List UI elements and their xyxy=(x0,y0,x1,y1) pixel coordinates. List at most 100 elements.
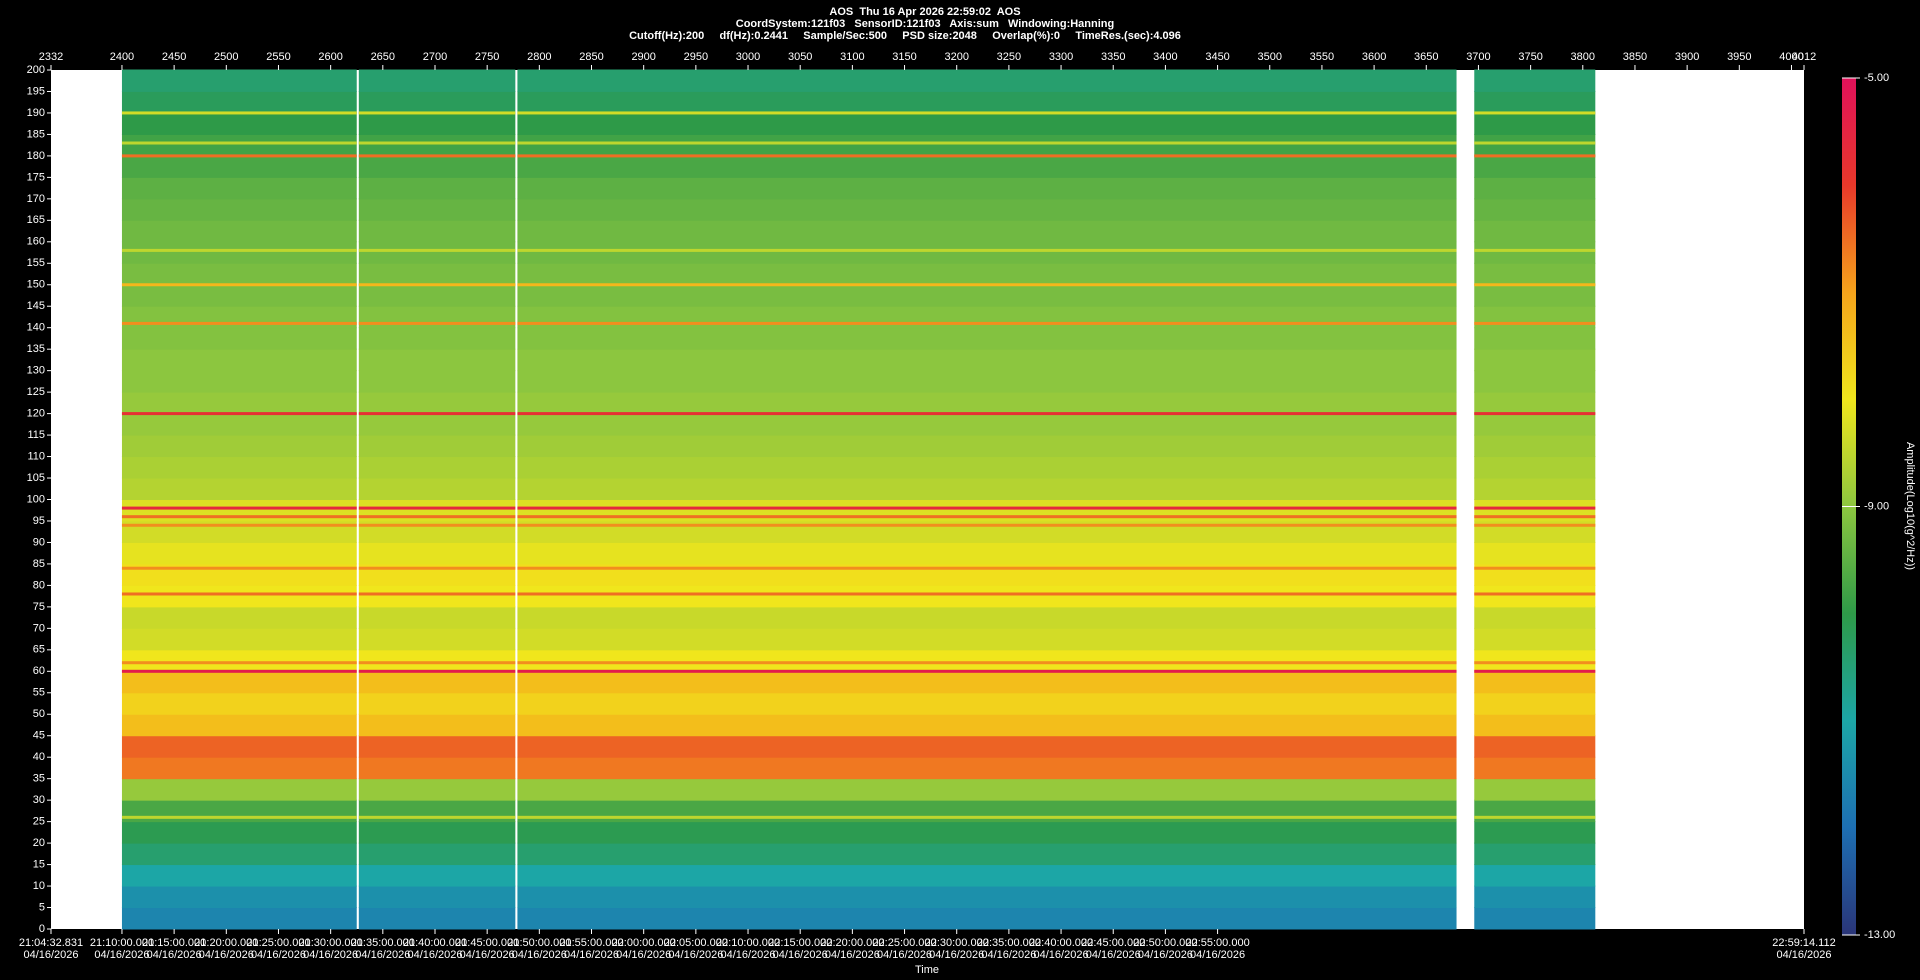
time-tick-label: 22:45:00.000 xyxy=(1081,937,1145,949)
spectrum-band xyxy=(517,778,1457,801)
y-tick-label: 65 xyxy=(33,644,45,656)
spectrum-band xyxy=(358,692,516,715)
time-tick-label: 21:04:32.831 xyxy=(19,937,83,949)
tonal-line xyxy=(358,566,516,570)
spectrum-band xyxy=(121,606,357,629)
y-tick-label: 55 xyxy=(33,687,45,699)
tonal-line xyxy=(1474,523,1596,527)
y-tick-label: 135 xyxy=(27,343,45,355)
time-tick-label: 21:50:00.000 xyxy=(507,937,571,949)
spectrum-band xyxy=(517,713,1457,737)
spectrum-band xyxy=(358,541,516,565)
spectrum-band xyxy=(358,735,516,758)
spectrum-band xyxy=(1474,370,1596,393)
time-tick-date: 04/16/2026 xyxy=(407,949,462,961)
spectrum-band xyxy=(358,713,516,737)
spectrum-band xyxy=(517,670,1457,694)
spectrum-band xyxy=(121,219,357,243)
spectrum-band xyxy=(121,670,357,694)
spectrum-band xyxy=(121,370,357,393)
tonal-line xyxy=(1474,111,1596,115)
spectrum-band xyxy=(121,434,357,458)
tonal-line xyxy=(1474,141,1596,145)
x-tick-label: 3850 xyxy=(1623,51,1647,63)
tonal-line xyxy=(517,248,1457,252)
tonal-line xyxy=(1474,815,1596,819)
x-tick-label: 2650 xyxy=(371,51,395,63)
spectrum-band xyxy=(121,348,357,372)
spectrum-band xyxy=(1474,649,1596,672)
spectrum-band xyxy=(517,133,1457,157)
spectrum-band xyxy=(517,477,1457,500)
tonal-line xyxy=(517,566,1457,570)
time-tick-label: 22:55:00.000 xyxy=(1185,937,1249,949)
spectrum-band xyxy=(358,327,516,350)
time-tick-date: 04/16/2026 xyxy=(460,949,515,961)
x-tick-label: 3300 xyxy=(1049,51,1073,63)
x-tick-label: 3950 xyxy=(1727,51,1751,63)
spectrum-band xyxy=(121,262,357,286)
tonal-line xyxy=(1474,412,1596,416)
y-tick-label: 10 xyxy=(33,880,45,892)
time-tick-date: 04/16/2026 xyxy=(1086,949,1141,961)
x-tick-label: 2450 xyxy=(162,51,186,63)
time-tick-date: 04/16/2026 xyxy=(1190,949,1245,961)
y-tick-label: 130 xyxy=(27,365,45,377)
spectrum-band xyxy=(358,456,516,479)
y-tick-label: 190 xyxy=(27,107,45,119)
spectrum-band xyxy=(517,434,1457,458)
tonal-line xyxy=(1474,248,1596,252)
spectrum-band xyxy=(121,541,357,565)
y-tick-label: 80 xyxy=(33,579,45,591)
time-tick-date: 04/16/2026 xyxy=(199,949,254,961)
time-tick-date: 04/16/2026 xyxy=(303,949,358,961)
spectrum-band xyxy=(121,756,357,780)
time-tick-label: 22:25:00.000 xyxy=(872,937,936,949)
spectrum-band xyxy=(121,241,357,264)
spectrum-band xyxy=(517,413,1457,436)
spectrum-band xyxy=(358,219,516,243)
y-tick-label: 120 xyxy=(27,408,45,420)
y-tick-label: 170 xyxy=(27,193,45,205)
spectrum-band xyxy=(121,198,357,221)
spectrum-band xyxy=(358,778,516,801)
spectrum-band xyxy=(358,198,516,221)
x-tick-label: 3750 xyxy=(1518,51,1542,63)
tonal-line xyxy=(121,523,357,527)
spectrum-band xyxy=(1474,327,1596,350)
time-tick-date: 04/16/2026 xyxy=(512,949,567,961)
tonal-line xyxy=(358,321,516,325)
y-tick-label: 115 xyxy=(27,429,45,441)
chart-title: AOS Thu 16 Apr 2026 22:59:02 AOS xyxy=(829,6,1020,18)
spectrum-band xyxy=(1474,348,1596,372)
spectrum-band xyxy=(121,735,357,758)
time-tick-label: 22:40:00.000 xyxy=(1029,937,1093,949)
spectrum-band xyxy=(517,219,1457,243)
spectrum-band xyxy=(358,627,516,651)
time-tick-date: 04/16/2026 xyxy=(720,949,775,961)
spectrum-band xyxy=(358,584,516,608)
colorbar-tick-label: -13.00 xyxy=(1864,929,1895,941)
tonal-line xyxy=(121,141,357,145)
x-tick-label: 2600 xyxy=(318,51,342,63)
tonal-line xyxy=(121,154,357,158)
time-tick-label: 22:30:00.000 xyxy=(925,937,989,949)
x-tick-label: 2400 xyxy=(110,51,134,63)
tonal-line xyxy=(358,141,516,145)
y-tick-label: 0 xyxy=(39,923,45,935)
time-tick-label: 21:55:00.000 xyxy=(559,937,623,949)
tonal-line xyxy=(517,661,1457,665)
spectrum-band xyxy=(517,391,1457,415)
spectrum-band xyxy=(121,133,357,157)
spectrum-band xyxy=(1474,155,1596,178)
tonal-line xyxy=(517,111,1457,115)
x-tick-label: 3800 xyxy=(1571,51,1595,63)
tonal-line xyxy=(358,669,516,673)
spectrum-band xyxy=(358,90,516,114)
time-tick-label: 22:10:00.000 xyxy=(716,937,780,949)
y-tick-label: 30 xyxy=(33,794,45,806)
x-tick-label: 3500 xyxy=(1258,51,1282,63)
tonal-line xyxy=(517,506,1457,510)
y-tick-label: 45 xyxy=(33,730,45,742)
